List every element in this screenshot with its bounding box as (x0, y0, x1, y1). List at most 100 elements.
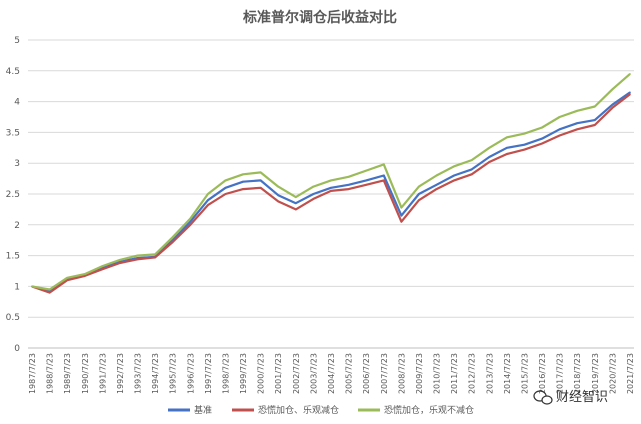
data-point (382, 174, 385, 177)
data-point (295, 208, 297, 211)
y-axis: 0 0.5 1 1.5 2 2.5 3 3.5 4 4.5 5 (6, 36, 21, 354)
x-tick-label: 2019/7/23 (591, 353, 600, 394)
data-point (242, 188, 244, 190)
data-point (418, 199, 420, 201)
data-point (154, 253, 156, 256)
legend-item-0: 基准 (168, 404, 212, 416)
data-point (277, 185, 280, 188)
data-point (418, 193, 420, 195)
x-tick-label: 1988/7/23 (46, 353, 55, 394)
data-point (224, 193, 227, 195)
data-point (224, 179, 227, 182)
data-point (558, 128, 561, 131)
x-tick-label: 1992/7/23 (116, 353, 125, 394)
x-tick-label: 2011/7/23 (450, 353, 459, 394)
data-point (31, 285, 33, 288)
data-point (453, 179, 455, 182)
x-tick-label: 2013/7/23 (485, 353, 494, 394)
data-point (611, 103, 614, 106)
data-point (435, 174, 438, 177)
data-point (119, 262, 121, 264)
data-point (453, 165, 455, 168)
data-point (277, 200, 280, 203)
x-tick-label: 2016/7/23 (538, 353, 547, 394)
data-point (171, 236, 174, 238)
data-point (154, 256, 156, 259)
x-tick-label: 2014/7/23 (503, 353, 512, 394)
data-point (224, 187, 227, 189)
wechat-icon (533, 390, 553, 405)
data-point (66, 279, 68, 282)
y-tick-label: 0.5 (6, 313, 20, 323)
data-point (330, 179, 332, 182)
data-point (594, 124, 596, 126)
data-point (66, 276, 68, 279)
data-point (207, 204, 209, 206)
data-point (488, 156, 491, 158)
x-tick-label: 2021/7/23 (626, 353, 635, 394)
x-tick-label: 2003/7/23 (309, 353, 318, 394)
series-1 (31, 93, 631, 294)
x-tick-label: 2009/7/23 (415, 353, 424, 394)
data-point (312, 193, 315, 195)
x-tick-label: 1995/7/23 (169, 353, 178, 394)
y-tick-label: 1.5 (6, 252, 20, 262)
y-tick-label: 5 (14, 36, 20, 46)
x-tick-label: 1999/7/23 (239, 353, 248, 394)
x-tick-label: 1987/7/23 (28, 353, 37, 394)
data-point (189, 217, 192, 220)
x-tick-label: 1996/7/23 (186, 353, 195, 394)
data-point (136, 258, 139, 261)
x-axis: 1987/7/23 1988/7/23 1989/7/23 1990/7/23 1991… (28, 347, 635, 394)
legend-item-2: 恐慌加仓，乐观不减仓 (358, 404, 474, 416)
x-tick-label: 1997/7/23 (204, 353, 213, 394)
data-point (259, 187, 262, 189)
data-point (488, 161, 491, 163)
data-point (347, 188, 350, 190)
data-point (48, 288, 51, 291)
data-point (594, 119, 596, 121)
watermark-text: 财经智识 (556, 390, 608, 405)
data-point (365, 179, 367, 182)
data-point (83, 275, 86, 277)
data-point (470, 168, 473, 171)
y-tick-label: 4.5 (6, 67, 20, 77)
data-point (365, 183, 367, 186)
data-point (629, 93, 631, 96)
data-point (576, 110, 579, 112)
series-2 (31, 73, 631, 291)
data-point (541, 137, 543, 140)
data-point (541, 142, 543, 145)
data-point (382, 179, 385, 182)
data-point (629, 91, 631, 94)
watermark: 财经智识 (533, 390, 608, 405)
data-point (435, 188, 438, 190)
data-point (470, 173, 473, 176)
x-tick-label: 1991/7/23 (98, 353, 107, 394)
data-point (312, 185, 315, 188)
data-point (558, 116, 561, 118)
x-tick-label: 2004/7/23 (327, 353, 336, 394)
data-point (330, 190, 332, 192)
x-tick-label: 2002/7/23 (292, 353, 301, 394)
y-tick-label: 4 (14, 98, 20, 108)
x-tick-label: 2020/7/23 (608, 353, 617, 394)
chart-title: 标准普尔调仓后收益对比 (242, 9, 397, 26)
data-point (347, 183, 350, 186)
x-tick-label: 1990/7/23 (81, 353, 90, 394)
y-tick-label: 3 (14, 159, 20, 169)
y-tick-label: 2.5 (6, 190, 20, 200)
data-point (558, 134, 561, 137)
x-tick-label: 2008/7/23 (397, 353, 406, 394)
data-point (506, 136, 508, 139)
plot-area (31, 73, 631, 294)
gridlines (28, 39, 634, 349)
data-point (83, 273, 86, 275)
data-point (594, 105, 596, 108)
data-point (506, 147, 508, 149)
y-tick-label: 2 (14, 221, 20, 231)
data-point (400, 214, 403, 217)
legend-label: 恐慌加仓、乐观减仓 (258, 404, 339, 416)
legend-label: 恐慌加仓，乐观不减仓 (384, 404, 474, 416)
